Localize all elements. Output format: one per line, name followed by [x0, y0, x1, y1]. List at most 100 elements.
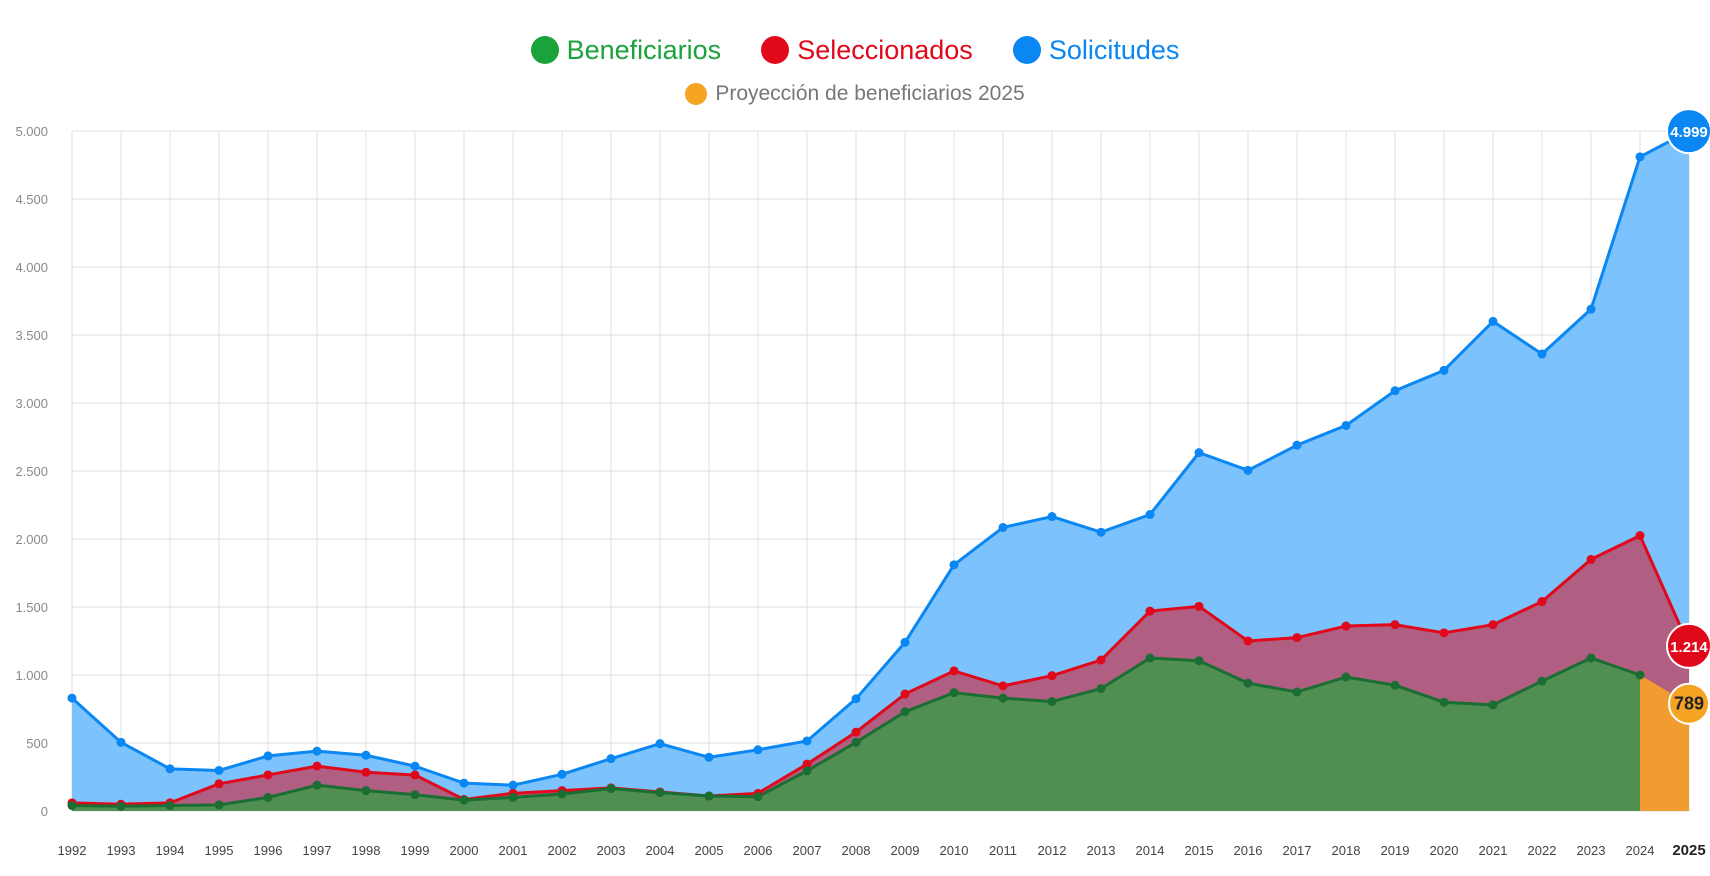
point-seleccionados[interactable] — [1488, 620, 1498, 630]
point-beneficiarios[interactable] — [1194, 656, 1204, 666]
point-seleccionados[interactable] — [1194, 601, 1204, 611]
point-solicitudes[interactable] — [1096, 527, 1106, 537]
x-tick-label: 2022 — [1528, 843, 1557, 858]
point-solicitudes[interactable] — [1243, 465, 1253, 475]
point-beneficiarios[interactable] — [165, 801, 175, 811]
point-seleccionados[interactable] — [900, 689, 910, 699]
point-seleccionados[interactable] — [1439, 628, 1449, 638]
point-solicitudes[interactable] — [851, 694, 861, 704]
point-solicitudes[interactable] — [949, 560, 959, 570]
point-solicitudes[interactable] — [214, 765, 224, 775]
point-beneficiarios[interactable] — [1292, 687, 1302, 697]
point-seleccionados[interactable] — [214, 779, 224, 789]
point-seleccionados[interactable] — [1047, 671, 1057, 681]
point-seleccionados[interactable] — [1096, 655, 1106, 665]
point-solicitudes[interactable] — [1635, 152, 1645, 162]
point-beneficiarios[interactable] — [1488, 700, 1498, 710]
point-beneficiarios[interactable] — [1047, 697, 1057, 707]
point-beneficiarios[interactable] — [508, 792, 518, 802]
point-beneficiarios[interactable] — [1096, 684, 1106, 694]
point-beneficiarios[interactable] — [1341, 672, 1351, 682]
point-beneficiarios[interactable] — [312, 780, 322, 790]
point-beneficiarios[interactable] — [1439, 697, 1449, 707]
point-solicitudes[interactable] — [361, 750, 371, 760]
legend-item-seleccionados[interactable]: Seleccionados — [761, 35, 973, 66]
point-seleccionados[interactable] — [1292, 633, 1302, 643]
point-beneficiarios[interactable] — [802, 766, 812, 776]
point-beneficiarios[interactable] — [753, 792, 763, 802]
point-solicitudes[interactable] — [312, 746, 322, 756]
point-seleccionados[interactable] — [802, 759, 812, 769]
point-beneficiarios[interactable] — [263, 792, 273, 802]
point-solicitudes[interactable] — [1047, 512, 1057, 522]
point-beneficiarios[interactable] — [1635, 670, 1645, 680]
point-solicitudes[interactable] — [1488, 316, 1498, 326]
point-beneficiarios[interactable] — [1537, 676, 1547, 686]
point-solicitudes[interactable] — [165, 764, 175, 774]
point-seleccionados[interactable] — [1635, 531, 1645, 541]
x-tick-label: 2012 — [1038, 843, 1067, 858]
legend-item-beneficiarios[interactable]: Beneficiarios — [530, 35, 721, 66]
point-seleccionados[interactable] — [1390, 620, 1400, 630]
point-solicitudes[interactable] — [1439, 365, 1449, 375]
point-solicitudes[interactable] — [802, 736, 812, 746]
point-solicitudes[interactable] — [704, 752, 714, 762]
point-solicitudes[interactable] — [557, 769, 567, 779]
x-tick-label: 2014 — [1136, 843, 1165, 858]
legend-item-solicitudes[interactable]: Solicitudes — [1012, 35, 1179, 66]
point-solicitudes[interactable] — [1145, 510, 1155, 520]
point-seleccionados[interactable] — [1537, 597, 1547, 607]
point-seleccionados[interactable] — [312, 761, 322, 771]
point-seleccionados[interactable] — [1243, 636, 1253, 646]
point-solicitudes[interactable] — [1537, 349, 1547, 359]
legend-item-proyeccion[interactable]: Proyección de beneficiarios 2025 — [685, 82, 1025, 106]
point-solicitudes[interactable] — [1194, 448, 1204, 458]
point-beneficiarios[interactable] — [1586, 653, 1596, 663]
point-solicitudes[interactable] — [900, 637, 910, 647]
point-solicitudes[interactable] — [508, 780, 518, 790]
point-beneficiarios[interactable] — [949, 688, 959, 698]
x-tick-label: 2016 — [1234, 843, 1263, 858]
point-seleccionados[interactable] — [263, 770, 273, 780]
point-beneficiarios[interactable] — [704, 791, 714, 801]
point-solicitudes[interactable] — [1390, 386, 1400, 396]
point-beneficiarios[interactable] — [1243, 678, 1253, 688]
point-solicitudes[interactable] — [263, 751, 273, 761]
point-seleccionados[interactable] — [1145, 606, 1155, 616]
point-solicitudes[interactable] — [655, 739, 665, 749]
point-solicitudes[interactable] — [998, 522, 1008, 532]
point-seleccionados[interactable] — [1586, 554, 1596, 564]
point-beneficiarios[interactable] — [655, 788, 665, 798]
point-beneficiarios[interactable] — [557, 789, 567, 799]
point-beneficiarios[interactable] — [606, 784, 616, 794]
point-seleccionados[interactable] — [949, 666, 959, 676]
point-solicitudes[interactable] — [1586, 304, 1596, 314]
point-beneficiarios[interactable] — [116, 801, 126, 811]
point-solicitudes[interactable] — [1341, 420, 1351, 430]
point-seleccionados[interactable] — [1341, 621, 1351, 631]
point-solicitudes[interactable] — [459, 778, 469, 788]
point-beneficiarios[interactable] — [410, 790, 420, 800]
point-solicitudes[interactable] — [116, 737, 126, 747]
point-seleccionados[interactable] — [998, 681, 1008, 691]
x-tick-label: 2010 — [940, 843, 969, 858]
point-solicitudes[interactable] — [410, 761, 420, 771]
point-beneficiarios[interactable] — [361, 786, 371, 796]
point-beneficiarios[interactable] — [67, 801, 77, 811]
point-solicitudes[interactable] — [606, 754, 616, 764]
point-beneficiarios[interactable] — [459, 795, 469, 805]
point-solicitudes[interactable] — [67, 693, 77, 703]
point-beneficiarios[interactable] — [851, 737, 861, 747]
point-solicitudes[interactable] — [1292, 440, 1302, 450]
point-seleccionados[interactable] — [851, 727, 861, 737]
point-beneficiarios[interactable] — [1145, 653, 1155, 663]
point-beneficiarios[interactable] — [900, 707, 910, 717]
y-tick-label: 4.500 — [15, 192, 48, 207]
y-tick-label: 3.500 — [15, 328, 48, 343]
point-seleccionados[interactable] — [410, 770, 420, 780]
point-seleccionados[interactable] — [361, 767, 371, 777]
point-solicitudes[interactable] — [753, 745, 763, 755]
point-beneficiarios[interactable] — [1390, 680, 1400, 690]
point-beneficiarios[interactable] — [214, 800, 224, 810]
point-beneficiarios[interactable] — [998, 693, 1008, 703]
